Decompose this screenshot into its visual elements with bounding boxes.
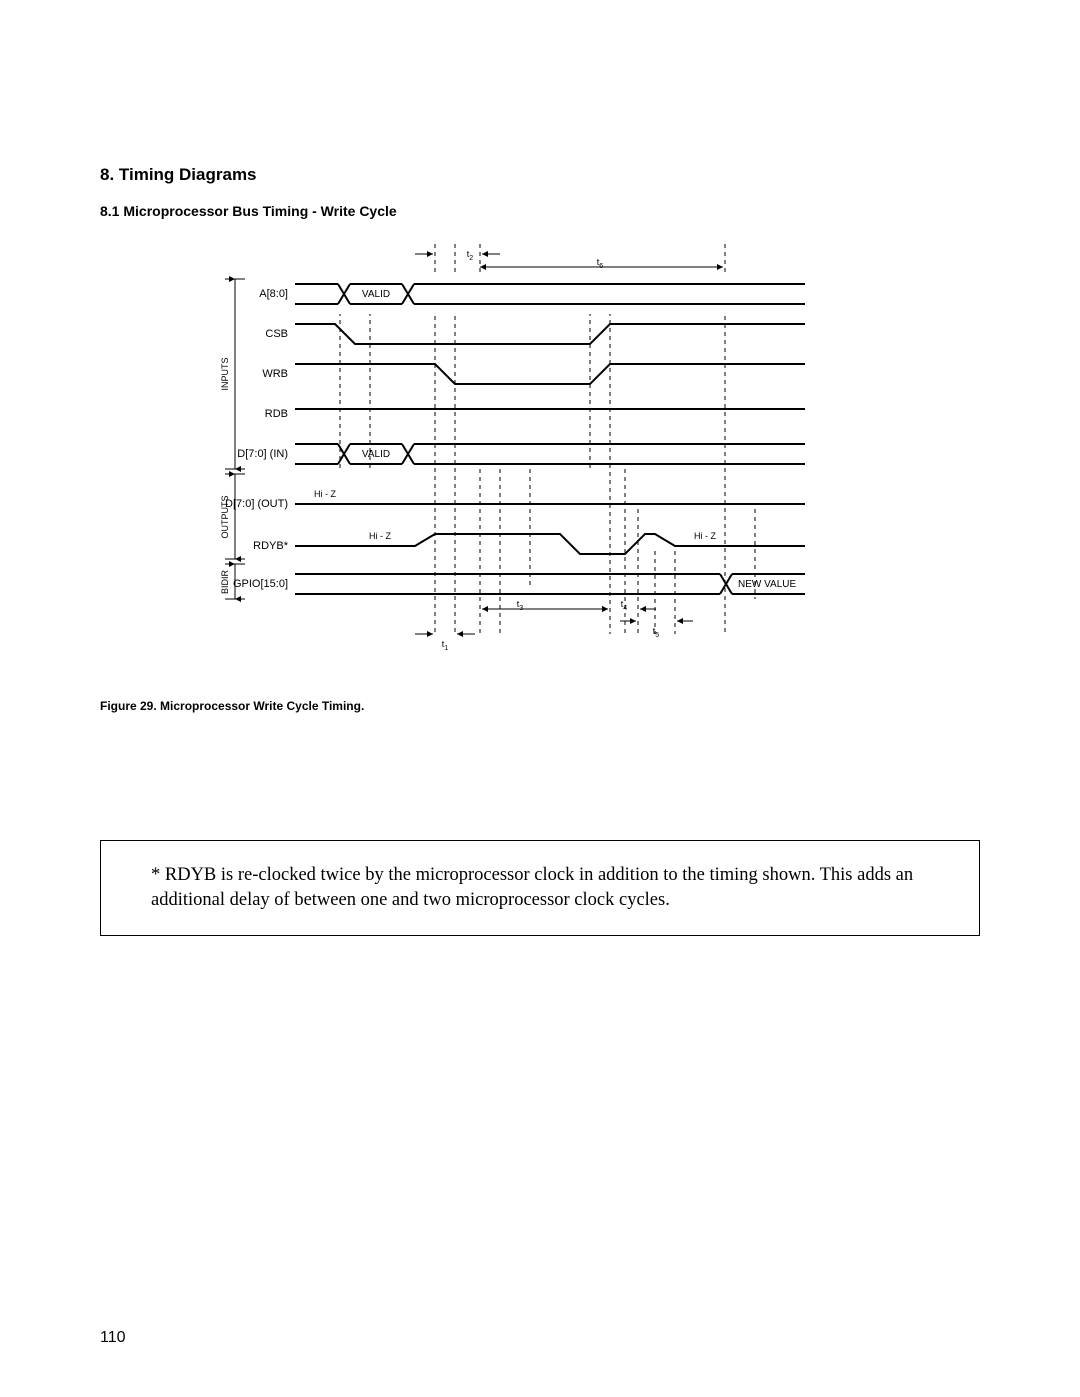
signal-label: RDB [265,408,288,420]
section-title: 8. Timing Diagrams [100,165,980,185]
content-area: 8. Timing Diagrams 8.1 Microprocessor Bu… [100,165,980,713]
signal-label: A[8:0] [259,288,288,300]
t3-label: t3 [517,599,524,612]
hiz-label-2: Hi - Z [369,531,391,541]
footnote-text: * RDYB is re-clocked twice by the microp… [151,863,929,913]
t4-label: t4 [621,599,628,612]
t6-label: t6 [597,257,604,270]
valid-label-d: VALID [362,449,390,460]
hiz-label: Hi - Z [314,489,336,499]
page: 8. Timing Diagrams 8.1 Microprocessor Bu… [0,0,1080,1397]
group-inputs: INPUTS [220,357,230,390]
page-number: 110 [100,1329,126,1347]
t1-label: t1 [442,639,449,652]
new-value-label: NEW VALUE [738,579,796,590]
signal-label: D[7:0] (OUT) [225,498,288,510]
signal-label: RDYB* [253,540,289,552]
signal-label: D[7:0] (IN) [237,448,288,460]
signal-label: CSB [265,328,288,340]
valid-label-a: VALID [362,289,390,300]
hiz-label-3: Hi - Z [694,531,716,541]
signal-label: GPIO[15:0] [233,578,288,590]
timing-diagram: A[8:0] VALID VALID CSB WRB RDB [180,239,840,659]
t2-label: t2 [467,249,474,262]
subsection-title: 8.1 Microprocessor Bus Timing - Write Cy… [100,203,980,219]
footnote-box: * RDYB is re-clocked twice by the microp… [100,840,980,936]
signal-label: WRB [262,368,288,380]
t5-label: t5 [653,626,660,639]
group-bidir: BIDIR [220,570,230,595]
figure-caption: Figure 29. Microprocessor Write Cycle Ti… [100,699,980,713]
group-outputs: OUTPUTS [220,495,230,538]
